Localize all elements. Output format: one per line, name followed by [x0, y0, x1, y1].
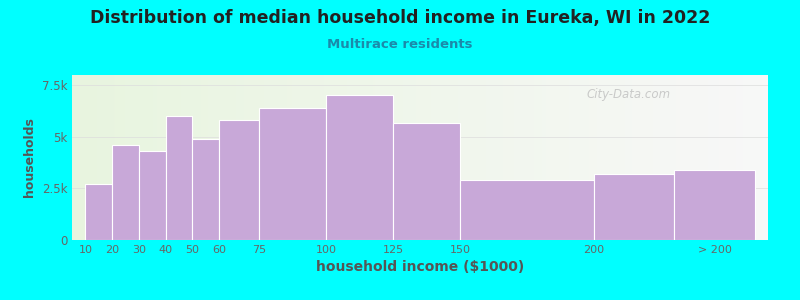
Bar	[674, 170, 754, 240]
X-axis label: household income ($1000): household income ($1000)	[316, 260, 524, 274]
Text: City-Data.com: City-Data.com	[586, 88, 671, 101]
Bar	[326, 94, 394, 240]
Bar	[594, 174, 674, 240]
Bar	[112, 145, 139, 240]
Bar	[460, 180, 594, 240]
Bar	[193, 139, 219, 240]
Y-axis label: households: households	[23, 118, 36, 197]
Text: Multirace residents: Multirace residents	[327, 38, 473, 50]
Bar	[139, 151, 166, 240]
Bar	[166, 116, 193, 240]
Bar	[219, 120, 259, 240]
Text: Distribution of median household income in Eureka, WI in 2022: Distribution of median household income …	[90, 9, 710, 27]
Bar	[86, 184, 112, 240]
Bar	[259, 108, 326, 240]
Bar	[394, 124, 460, 240]
